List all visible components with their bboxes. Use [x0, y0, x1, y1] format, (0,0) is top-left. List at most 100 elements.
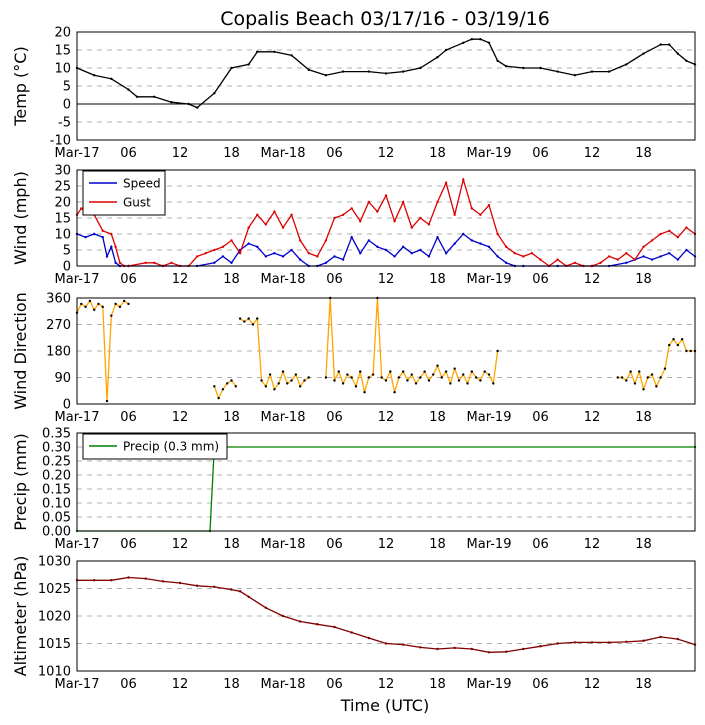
y-tick-label: 0.15: [42, 483, 71, 498]
y-axis-label: Altimeter (hPa): [11, 556, 30, 677]
data-point: [341, 70, 345, 73]
y-tick-label: 25: [54, 180, 71, 195]
x-tick-label: Mar-17: [55, 272, 100, 287]
data-point: [616, 376, 619, 379]
x-tick-label: 06: [326, 537, 343, 552]
x-tick-label: 18: [635, 146, 652, 161]
data-point: [110, 232, 113, 236]
x-tick-label: 18: [223, 677, 240, 692]
data-point: [264, 255, 268, 258]
data-point: [84, 236, 87, 239]
x-tick-label: 12: [378, 410, 395, 425]
data-point: [341, 382, 345, 385]
data-point: [668, 252, 671, 255]
y-tick-label: -5: [58, 116, 71, 131]
y-tick-label: 0.05: [42, 511, 71, 526]
data-point: [350, 207, 353, 210]
plot-frame: [76, 297, 696, 405]
data-point: [668, 343, 671, 347]
data-point: [419, 376, 422, 379]
x-tick-label: Mar-17: [55, 677, 100, 692]
data-point: [642, 52, 645, 55]
data-point: [625, 261, 628, 264]
data-point: [307, 376, 310, 379]
data-point: [359, 252, 362, 255]
x-tick-label: Mar-18: [261, 410, 306, 425]
data-point: [346, 373, 349, 376]
x-tick-label: 18: [223, 272, 240, 287]
data-point: [298, 239, 302, 242]
data-point: [504, 245, 508, 248]
data-point: [110, 314, 113, 317]
data-point: [487, 204, 491, 207]
data-point: [668, 43, 671, 46]
data-point: [401, 643, 405, 646]
y-tick-label: 1010: [38, 665, 71, 680]
plot-frame: [76, 560, 696, 672]
data-point: [659, 376, 662, 379]
y-tick-label: 90: [54, 371, 71, 386]
x-tick-label: 12: [584, 677, 601, 692]
data-point: [354, 385, 358, 388]
data-point: [384, 379, 388, 382]
data-point: [376, 245, 379, 248]
x-tick-label: 06: [532, 677, 549, 692]
x-tick-label: Mar-19: [467, 677, 512, 692]
data-point: [573, 641, 577, 644]
data-point: [221, 245, 225, 248]
data-point: [247, 63, 250, 66]
data-point: [642, 255, 645, 258]
x-tick-label: 18: [223, 146, 240, 161]
data-point: [324, 376, 328, 379]
data-point: [376, 210, 379, 213]
data-point: [127, 88, 130, 91]
data-point: [427, 379, 431, 382]
data-point: [689, 349, 692, 353]
data-point: [642, 388, 645, 391]
data-point: [324, 261, 328, 264]
y-tick-label: 0.10: [42, 497, 71, 512]
data-point: [457, 379, 461, 382]
data-point: [449, 382, 452, 385]
data-point: [256, 50, 259, 53]
data-point: [247, 595, 250, 598]
data-point: [341, 258, 345, 261]
data-point: [539, 66, 542, 70]
y-tick-label: 0.20: [42, 469, 71, 484]
x-tick-label: 06: [120, 537, 137, 552]
series-line-direction: [617, 337, 695, 392]
data-point: [170, 261, 173, 264]
data-point: [389, 370, 392, 373]
data-point: [110, 579, 113, 582]
data-point: [195, 255, 199, 258]
data-point: [462, 373, 465, 376]
data-point: [80, 302, 83, 306]
x-tick-label: 18: [429, 146, 446, 161]
data-point: [419, 66, 422, 70]
y-tick-label: 5: [63, 80, 71, 95]
data-point: [444, 181, 448, 184]
data-point: [161, 580, 165, 583]
data-point: [350, 376, 353, 379]
x-tick-label: Mar-18: [261, 677, 306, 692]
data-point: [367, 376, 371, 379]
data-point: [281, 614, 285, 618]
data-point: [273, 210, 276, 213]
data-point: [123, 299, 126, 303]
x-tick-label: 12: [378, 677, 395, 692]
data-point: [419, 646, 422, 649]
data-point: [650, 258, 654, 261]
data-point: [685, 248, 688, 252]
data-point: [294, 373, 298, 376]
data-point: [573, 74, 577, 77]
x-tick-label: 06: [326, 410, 343, 425]
data-point: [359, 220, 362, 223]
data-point: [384, 194, 388, 197]
data-point: [573, 261, 577, 264]
data-point: [384, 642, 388, 645]
data-point: [474, 376, 478, 379]
data-point: [444, 252, 448, 255]
data-point: [290, 379, 293, 382]
data-point: [470, 38, 474, 41]
x-tick-label: 12: [378, 146, 395, 161]
